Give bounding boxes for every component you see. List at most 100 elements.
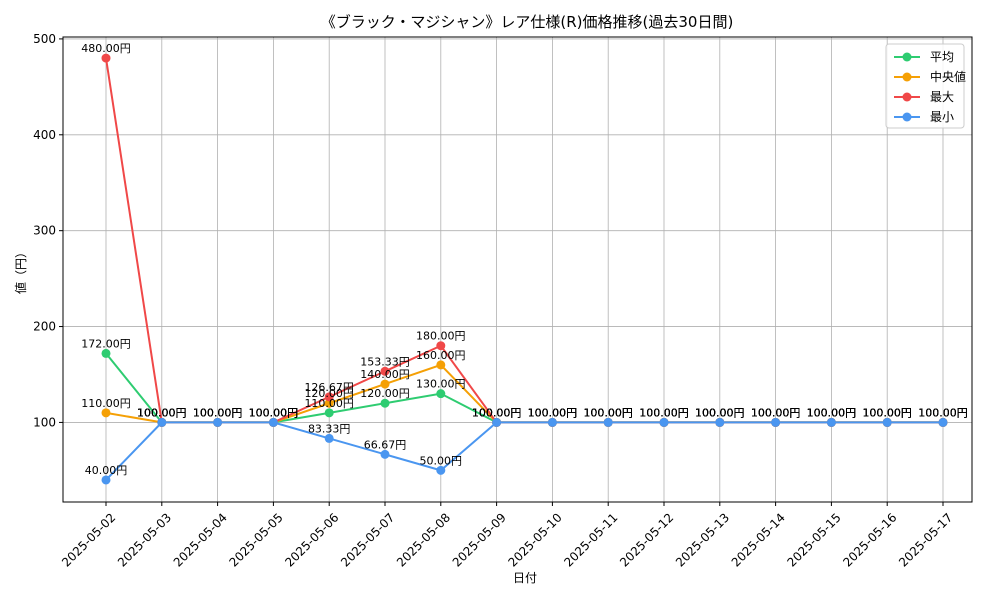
- data-label: 100.00円: [639, 406, 689, 419]
- data-label: 480.00円: [81, 42, 131, 55]
- y-axis-title: 値（円）: [13, 246, 28, 294]
- data-point: [826, 417, 836, 427]
- data-point: [938, 417, 948, 427]
- data-point: [603, 417, 613, 427]
- data-point: [380, 366, 390, 376]
- data-label: 100.00円: [807, 406, 857, 419]
- data-label: 50.00円: [420, 454, 463, 467]
- data-label: 100.00円: [807, 406, 857, 419]
- data-point: [324, 398, 334, 408]
- axes: 2025-05-022025-05-032025-05-042025-05-05…: [33, 32, 955, 570]
- data-label: 100.00円: [472, 406, 522, 419]
- x-tick-label: 2025-05-09: [450, 510, 509, 569]
- data-point: [268, 417, 278, 427]
- x-tick-label: 2025-05-10: [506, 510, 565, 569]
- data-label: 100.00円: [193, 406, 243, 419]
- data-label: 100.00円: [862, 406, 912, 419]
- y-tick-label: 100: [33, 415, 56, 429]
- legend-marker: [902, 92, 912, 102]
- legend-label: 平均: [930, 50, 954, 64]
- data-label: 100.00円: [807, 406, 857, 419]
- data-label: 100.00円: [249, 406, 299, 419]
- data-label: 100.00円: [639, 406, 689, 419]
- data-label: 100.00円: [918, 406, 968, 419]
- x-tick-label: 2025-05-04: [171, 510, 230, 569]
- data-label: 100.00円: [918, 406, 968, 419]
- x-tick-label: 2025-05-08: [394, 510, 453, 569]
- data-label: 100.00円: [528, 406, 578, 419]
- data-point: [659, 417, 669, 427]
- data-label: 100.00円: [528, 406, 578, 419]
- data-label: 40.00円: [85, 464, 128, 477]
- data-label: 100.00円: [193, 406, 243, 419]
- x-tick-label: 2025-05-03: [115, 510, 174, 569]
- data-label: 83.33円: [308, 422, 351, 435]
- data-label: 160.00円: [416, 349, 466, 362]
- data-label: 110.00円: [304, 397, 354, 410]
- data-label: 100.00円: [695, 406, 745, 419]
- data-point: [436, 341, 446, 351]
- series-layer: [101, 53, 948, 485]
- data-point: [324, 433, 334, 443]
- plot-frame: [62, 36, 973, 503]
- x-axis-title: 日付: [513, 571, 537, 585]
- legend-label: 最大: [930, 90, 954, 104]
- data-point: [492, 417, 502, 427]
- data-point: [771, 417, 781, 427]
- data-label: 130.00円: [416, 378, 466, 391]
- grid: [63, 37, 972, 502]
- data-label: 120.00円: [304, 387, 354, 400]
- series-line: [105, 421, 943, 481]
- data-label: 66.67円: [364, 438, 407, 451]
- data-label: 100.00円: [528, 406, 578, 419]
- data-label: 100.00円: [583, 406, 633, 419]
- data-point: [324, 392, 334, 402]
- data-label: 100.00円: [695, 406, 745, 419]
- data-label: 120.00円: [360, 387, 410, 400]
- data-label: 110.00円: [81, 397, 131, 410]
- data-label: 100.00円: [695, 406, 745, 419]
- data-point: [324, 408, 334, 418]
- x-tick-label: 2025-05-06: [282, 510, 341, 569]
- data-label: 100.00円: [137, 406, 187, 419]
- data-label: 100.00円: [472, 406, 522, 419]
- data-label: 100.00円: [249, 406, 299, 419]
- data-label: 100.00円: [918, 406, 968, 419]
- data-point: [547, 417, 557, 427]
- x-tick-label: 2025-05-17: [896, 510, 955, 569]
- x-tick-label: 2025-05-05: [227, 510, 286, 569]
- data-label: 100.00円: [137, 406, 187, 419]
- legend-marker: [902, 72, 912, 82]
- x-tick-label: 2025-05-02: [59, 510, 118, 569]
- x-tick-label: 2025-05-12: [617, 510, 676, 569]
- data-point: [436, 465, 446, 475]
- data-label: 100.00円: [583, 406, 633, 419]
- legend-marker: [902, 112, 912, 122]
- y-tick-label: 500: [33, 32, 56, 46]
- data-label: 153.33円: [360, 355, 410, 368]
- data-point: [380, 398, 390, 408]
- data-point: [715, 417, 725, 427]
- data-label: 100.00円: [751, 406, 801, 419]
- y-tick-label: 200: [33, 320, 56, 334]
- x-tick-label: 2025-05-15: [785, 510, 844, 569]
- y-tick-label: 400: [33, 128, 56, 142]
- data-label: 100.00円: [751, 406, 801, 419]
- data-label: 100.00円: [583, 406, 633, 419]
- legend-label: 中央値: [930, 69, 966, 84]
- data-label: 100.00円: [807, 406, 857, 419]
- data-label: 100.00円: [639, 406, 689, 419]
- series-line: [105, 57, 943, 424]
- data-label: 100.00円: [193, 406, 243, 419]
- data-point: [101, 475, 111, 485]
- data-label: 172.00円: [81, 337, 131, 350]
- x-tick-label: 2025-05-13: [673, 510, 732, 569]
- data-label: 140.00円: [360, 368, 410, 381]
- data-point: [436, 389, 446, 399]
- x-tick-label: 2025-05-07: [338, 510, 397, 569]
- data-point: [882, 417, 892, 427]
- data-label: 100.00円: [528, 406, 578, 419]
- data-label: 100.00円: [862, 406, 912, 419]
